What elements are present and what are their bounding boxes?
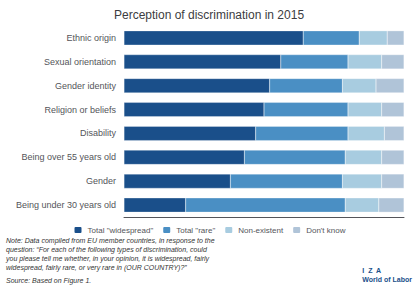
- svg-text:Non-existent: Non-existent: [238, 226, 284, 235]
- svg-text:Don't know: Don't know: [306, 226, 346, 235]
- svg-text:Ethnic origin: Ethnic origin: [66, 33, 116, 43]
- svg-text:Disability: Disability: [80, 128, 117, 138]
- svg-text:question: “For each of the fol: question: “For each of the following typ…: [6, 246, 208, 254]
- svg-text:Total "widespread": Total "widespread": [88, 226, 154, 235]
- svg-text:Being under 30 years old: Being under 30 years old: [16, 200, 116, 210]
- svg-text:Being over 55 years old: Being over 55 years old: [21, 152, 116, 162]
- svg-text:Gender: Gender: [86, 176, 116, 186]
- svg-text:Perception of discrimination i: Perception of discrimination in 2015: [114, 8, 304, 22]
- svg-text:Religion or beliefs: Religion or beliefs: [44, 105, 116, 115]
- svg-text:Source: Based on Figure 1.: Source: Based on Figure 1.: [6, 277, 91, 285]
- svg-text:widespread, fairly rare, or ve: widespread, fairly rare, or very rare in…: [6, 264, 187, 272]
- svg-text:Gender identity: Gender identity: [55, 81, 117, 91]
- svg-text:Note: Data compiled from EU me: Note: Data compiled from EU member count…: [6, 237, 215, 245]
- svg-text:Sexual orientation: Sexual orientation: [44, 57, 116, 67]
- svg-text:I Z A: I Z A: [362, 267, 381, 274]
- svg-text:World of Labor: World of Labor: [362, 276, 412, 283]
- svg-text:you please tell me whether, in: you please tell me whether, in your opin…: [5, 255, 210, 263]
- svg-text:Total "rare": Total "rare": [176, 226, 215, 235]
